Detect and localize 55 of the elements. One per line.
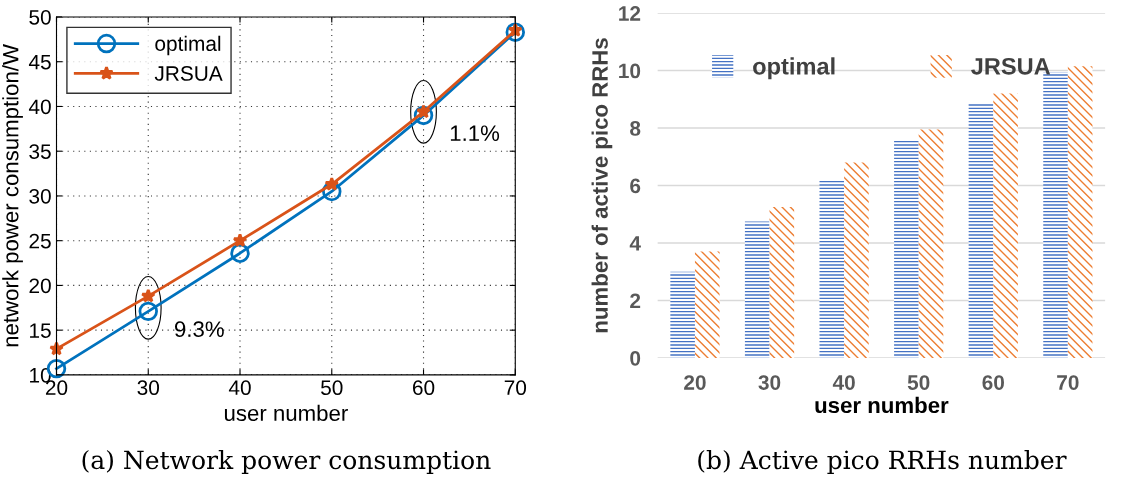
text: (b) Active pico RRHs number [698, 449, 1067, 475]
y-axis-title: network power consumption/W [2, 44, 23, 347]
y-tick-label: 4 [629, 236, 641, 251]
point [324, 176, 340, 191]
legend-label: optimal [155, 35, 221, 56]
x-tick-label: 60 [982, 375, 1004, 390]
y-axis-title: number of active pico RRHs [591, 38, 613, 333]
bar [670, 271, 695, 358]
point [505, 22, 525, 42]
y-tick-label: 10 [619, 63, 641, 79]
y-tick-label: 6 [630, 178, 641, 194]
y-tick-label: 2 [630, 293, 641, 309]
point [140, 288, 156, 303]
bar [1067, 66, 1093, 358]
y-tick-label: 8 [630, 121, 641, 136]
legend-label: JRSUA [971, 57, 1051, 75]
y-tick-label: 20 [29, 278, 51, 294]
y-tick-label: 25 [29, 233, 51, 249]
point [322, 181, 342, 202]
x-tick-label: 70 [1057, 375, 1079, 390]
y-tick-label: 0 [630, 350, 641, 366]
bar [894, 139, 919, 358]
y-tick-label: 12 [619, 6, 641, 21]
x-tick-label: 70 [504, 380, 527, 396]
y-tick-label: 40 [28, 99, 51, 115]
y-tick-label: 15 [30, 323, 51, 338]
point [232, 233, 248, 248]
x-tick-label: 40 [228, 380, 251, 396]
y-tick-label: 35 [29, 144, 51, 159]
x-axis-title: user number [224, 404, 348, 422]
bar [769, 207, 795, 358]
annotation: 9.3% [174, 321, 224, 338]
bar [918, 129, 944, 358]
y-tick-label: 30 [29, 188, 51, 204]
x-tick-label: 50 [321, 380, 343, 396]
x-tick-label: 30 [758, 375, 781, 390]
x-tick-label: 30 [137, 380, 160, 396]
bar [819, 179, 845, 358]
y-tick-label: 45 [28, 54, 51, 70]
bar [993, 93, 1018, 358]
y-tick-label: 50 [29, 9, 51, 25]
legend-label: JRSUA [154, 66, 223, 81]
point [230, 243, 250, 263]
x-axis-title: user number [815, 396, 949, 414]
x-tick-label: 20 [684, 375, 706, 390]
text: (a) Network power consumption [82, 449, 491, 475]
bar [694, 251, 720, 358]
annotation: 1.1% [450, 125, 500, 141]
legend-label: optimal [753, 57, 835, 80]
bar [844, 162, 869, 358]
x-tick-label: 40 [832, 375, 855, 390]
x-tick-label: 60 [413, 380, 435, 396]
x-tick-label: 50 [907, 375, 930, 390]
bar [968, 103, 994, 358]
bar [744, 221, 770, 358]
